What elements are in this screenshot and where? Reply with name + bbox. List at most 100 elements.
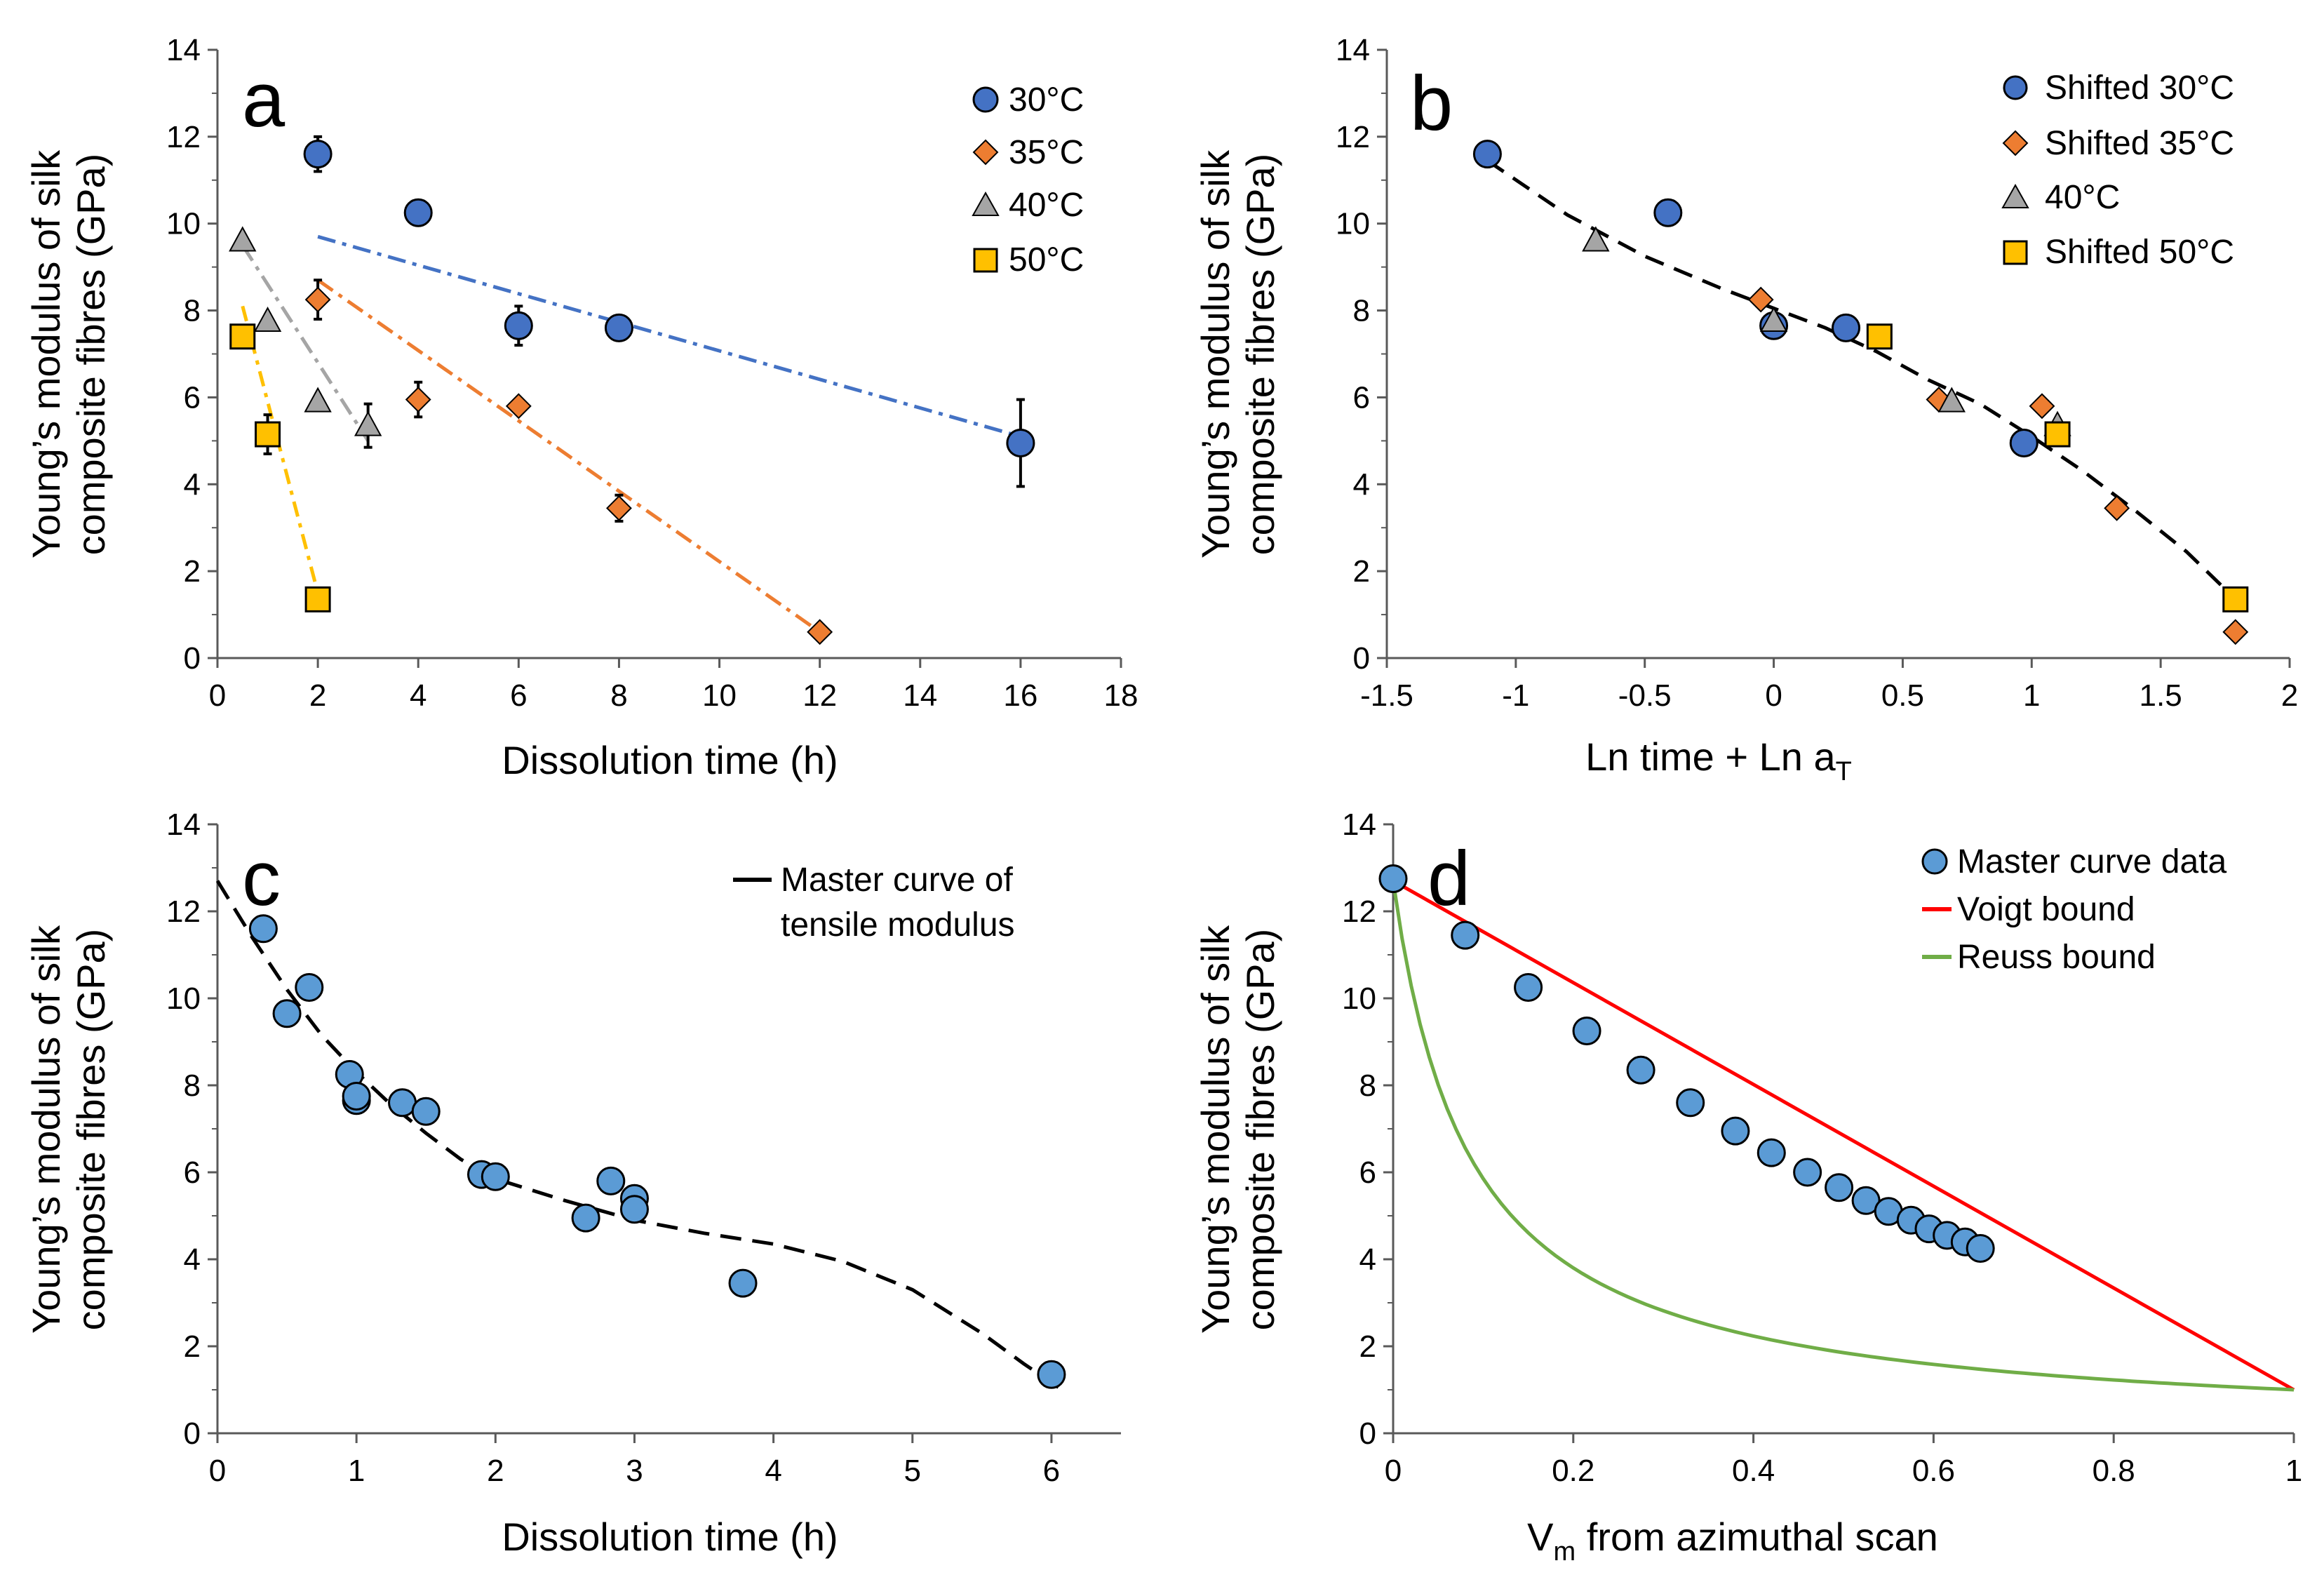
panel-b-xlabel: Ln time + Ln aT: [1585, 735, 1852, 786]
panel-b-xtick-label: 0: [1765, 678, 1782, 713]
legend-shifted-50c-label: Shifted 50°C: [2045, 234, 2234, 271]
data-point-circle: [272, 999, 302, 1028]
panel-b-ylabel-line1: Young’s modulus of silk: [1193, 149, 1237, 558]
panel-d-xtick-label: 0.2: [1552, 1454, 1594, 1488]
panel-d-ytick-label: 10: [1342, 981, 1376, 1016]
panel-a-xlabel: Dissolution time (h): [502, 738, 838, 782]
panel-a-ytick-label: 12: [166, 120, 201, 154]
data-point-circle: [1793, 1158, 1822, 1187]
panel-c-ytick-label: 6: [184, 1155, 201, 1190]
panel-c-ylabel-line2: composite fibres (GPa): [69, 929, 113, 1331]
legend-shifted-35c-label: Shifted 35°C: [2045, 125, 2234, 162]
panel-b-chart: Young’s modulus of silk composite fibres…: [1193, 33, 2298, 786]
panel-d-ylabel-line1: Young’s modulus of silk: [1193, 925, 1237, 1334]
panel-a-xtick-label: 14: [903, 678, 937, 713]
data-point-circle: [1966, 1234, 1995, 1263]
data-point-square: [255, 421, 281, 448]
panel-a-xtick-label: 10: [702, 678, 737, 713]
data-point-circle: [1832, 313, 1861, 342]
panel-d-xtick-label: 0.8: [2093, 1454, 2135, 1488]
panel-a-letter: a: [242, 57, 286, 143]
data-point-circle: [1006, 428, 1035, 457]
data-point-circle: [619, 1195, 649, 1224]
panel-d-ytick-label: 4: [1359, 1242, 1376, 1277]
panel-b-ytick-label: 14: [1336, 33, 1370, 67]
panel-d-ylabel-line2: composite fibres (GPa): [1238, 929, 1282, 1331]
data-point-diamond: [304, 286, 331, 313]
legend-master-curve-label-line2: tensile modulus: [781, 906, 1015, 944]
data-point-square: [1866, 323, 1893, 350]
panel-b-legend: Shifted 30°C Shifted 35°C 40°C Shifted 5…: [2001, 69, 2234, 271]
data-point-diamond: [2104, 495, 2130, 521]
legend-master-data-circle-marker: [1921, 848, 1948, 875]
data-point-circle: [1451, 920, 1480, 950]
legend-30c-circle-marker: [972, 86, 999, 113]
data-point-circle: [295, 973, 324, 1002]
panel-a-ylabel-line1: Young’s modulus of silk: [24, 149, 68, 558]
data-point-square: [2222, 586, 2249, 612]
data-point-diamond: [606, 495, 632, 521]
data-point-circle: [342, 1082, 371, 1111]
panel-a-xtick-label: 6: [510, 678, 527, 713]
panel-c-ytick-label: 0: [184, 1416, 201, 1451]
panel-c-xlabel: Dissolution time (h): [502, 1515, 838, 1559]
data-point-triangle: [1937, 387, 1966, 413]
panel-c-ytick-label: 12: [166, 894, 201, 929]
data-point-circle: [303, 140, 333, 169]
legend-master-curve-label-line1: Master curve of: [781, 862, 1013, 899]
panel-c-xtick-label: 2: [487, 1454, 504, 1488]
panel-d-xtick-label: 0.6: [1912, 1454, 1955, 1488]
panel-a-ytick-label: 10: [166, 207, 201, 241]
data-point-circle: [1626, 1055, 1655, 1085]
data-point-circle: [1676, 1088, 1705, 1118]
data-point-circle: [1037, 1360, 1066, 1389]
data-point-triangle: [354, 410, 382, 436]
panel-c-xtick-label: 5: [904, 1454, 921, 1488]
trendline-0: [317, 234, 1021, 438]
legend-master-data-label: Master curve data: [1957, 843, 2226, 880]
panel-b-ytick-label: 10: [1336, 207, 1370, 241]
panel-d-legend: Master curve data Voigt bound Reuss boun…: [1921, 843, 2226, 976]
data-point-square: [229, 323, 256, 350]
data-point-triangle: [1759, 306, 1788, 333]
data-point-circle: [2009, 428, 2038, 457]
legend-shifted-50c-square-marker: [2003, 240, 2028, 265]
trendline-3: [241, 305, 320, 594]
panel-c-letter: c: [242, 836, 281, 922]
panel-b-xtick-label: -1.5: [1360, 678, 1413, 713]
panel-b-xtick-label: -1: [1502, 678, 1529, 713]
data-point-diamond: [2222, 619, 2249, 645]
legend-shifted-30c-label: Shifted 30°C: [2045, 69, 2234, 107]
panel-d-ytick-label: 8: [1359, 1068, 1376, 1103]
panel-b-xtick-label: 0.5: [1881, 678, 1924, 713]
data-point-circle: [403, 198, 433, 227]
panel-a-legend: 30°C 35°C 40°C 50°C: [972, 81, 1084, 279]
panel-a-xtick-label: 8: [610, 678, 627, 713]
data-point-circle: [248, 914, 278, 944]
panel-b-xtick-label: 1.5: [2140, 678, 2182, 713]
data-point-circle: [1653, 198, 1683, 227]
data-point-circle: [1378, 864, 1408, 893]
panel-a-chart: Young’s modulus of silk composite fibres…: [24, 33, 1138, 782]
voigt-bound-line: [1392, 879, 2295, 1392]
data-point-circle: [1514, 973, 1543, 1002]
data-point-circle: [1572, 1017, 1601, 1045]
legend-voigt-label: Voigt bound: [1957, 891, 2135, 928]
legend-35c-diamond-marker: [972, 139, 999, 166]
master-fit-line: [1486, 159, 2240, 603]
data-point-diamond: [405, 387, 431, 413]
panel-a-xtick-label: 16: [1003, 678, 1037, 713]
data-point-square: [304, 586, 331, 612]
panel-a-ytick-label: 2: [184, 554, 201, 589]
panel-a-ytick-label: 8: [184, 294, 201, 328]
panel-c-xtick-label: 1: [348, 1454, 365, 1488]
panel-b-ytick-label: 4: [1353, 467, 1370, 502]
data-point-circle: [604, 313, 633, 342]
panel-b-ylabel-line2: composite fibres (GPa): [1238, 154, 1282, 556]
panel-d-chart: Young’s modulus of silk composite fibres…: [1193, 807, 2302, 1567]
panel-c-xtick-label: 3: [626, 1454, 643, 1488]
panel-a-xtick-label: 2: [309, 678, 326, 713]
panel-c-ytick-label: 2: [184, 1329, 201, 1364]
panel-d-ytick-label: 12: [1342, 894, 1376, 929]
